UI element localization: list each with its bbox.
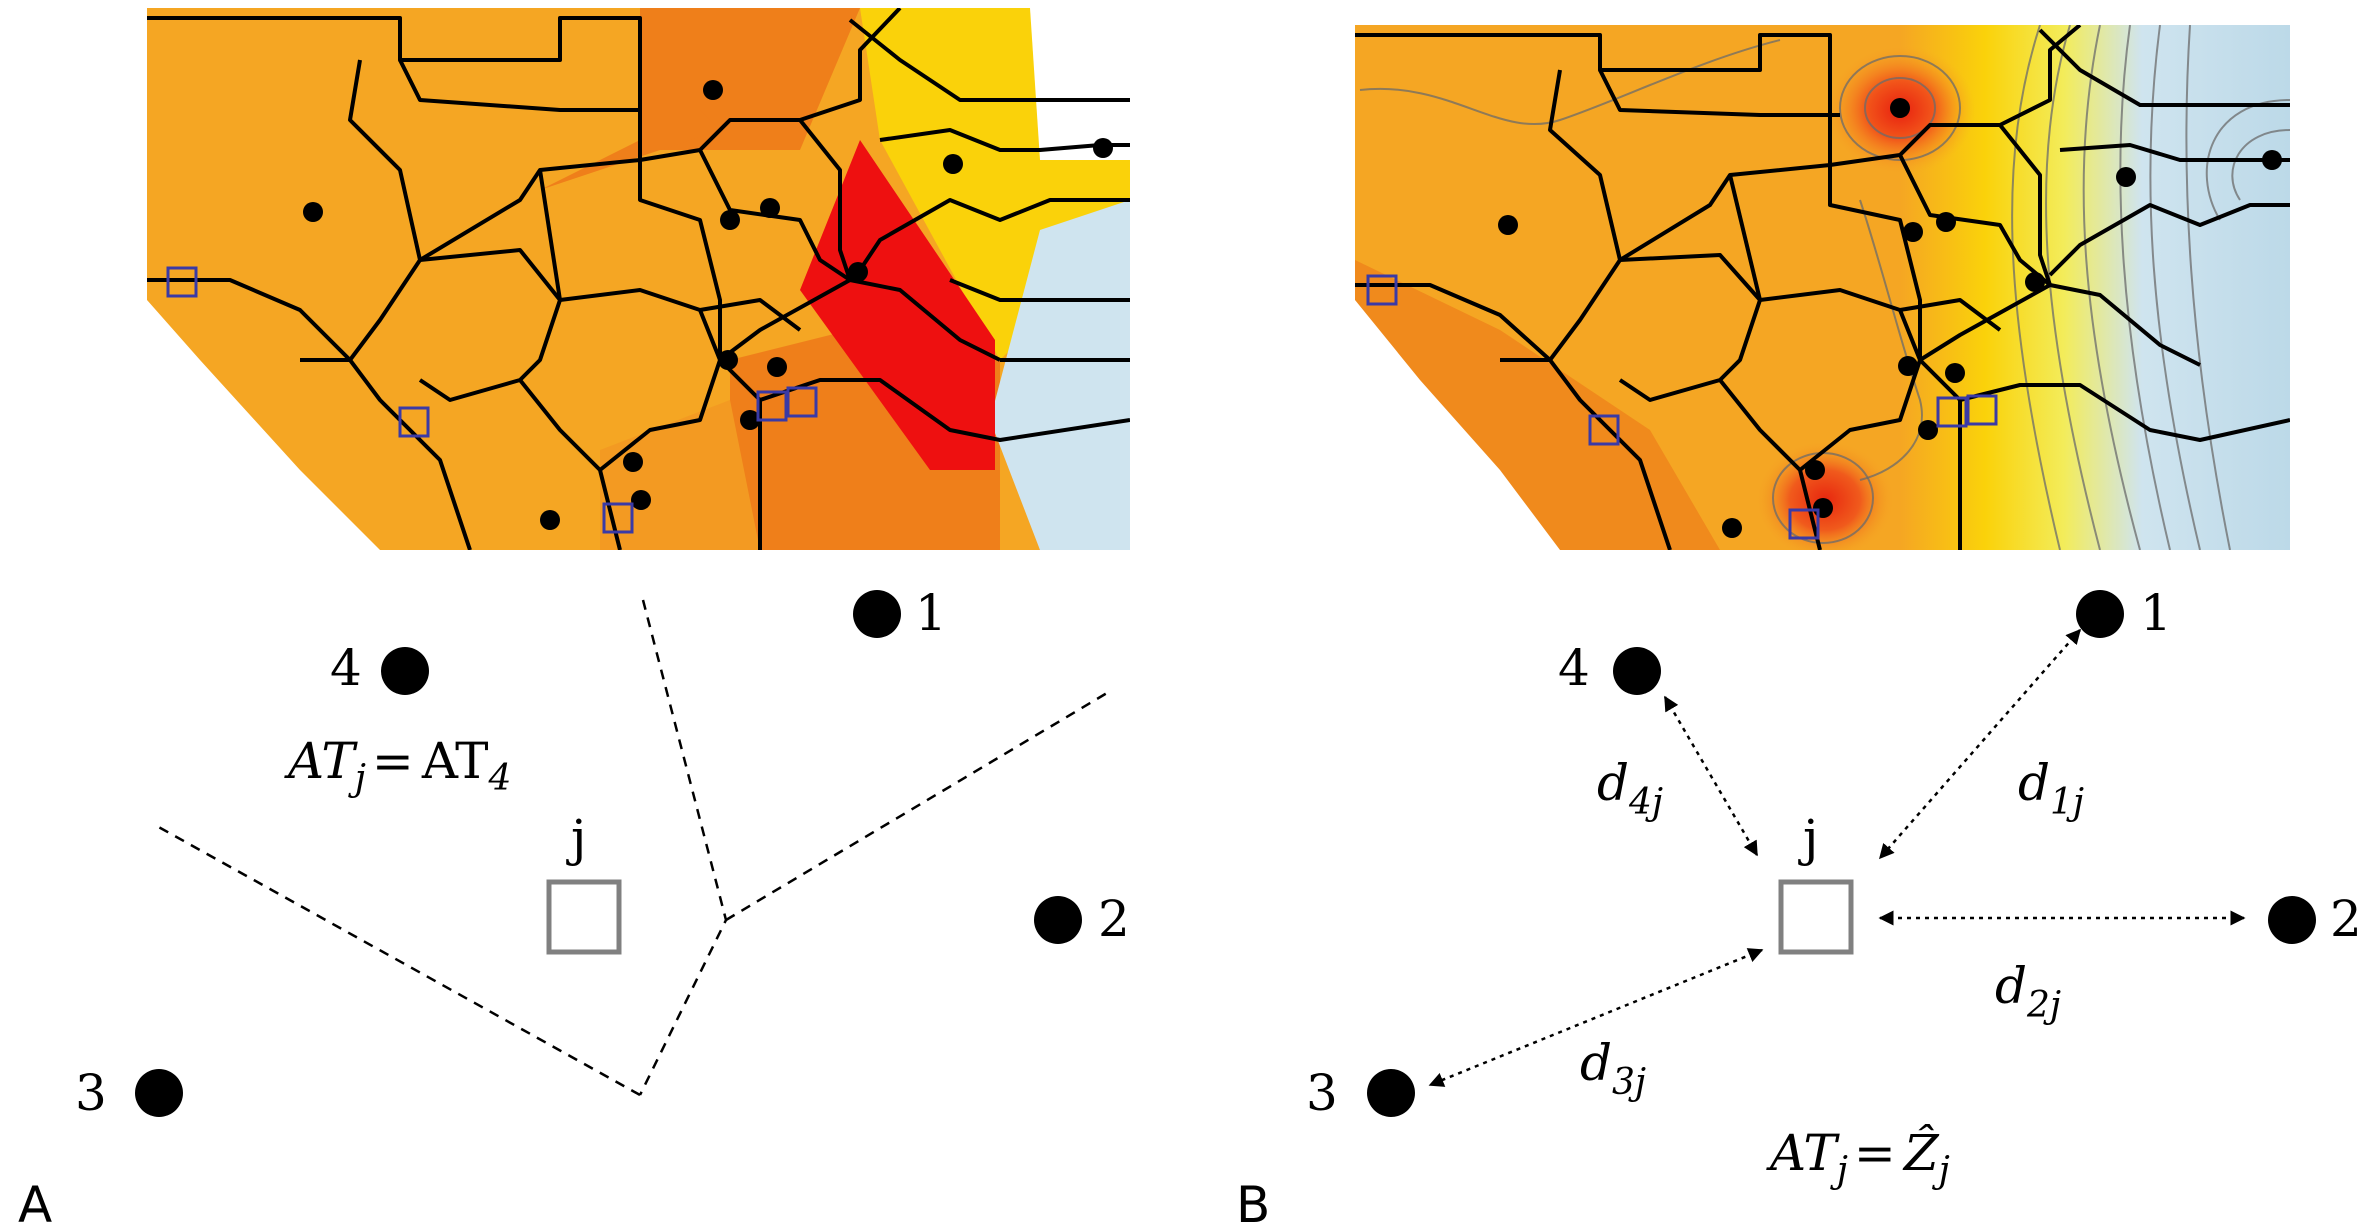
target-site-j bbox=[546, 879, 622, 955]
map-b-kriging bbox=[1355, 25, 2290, 550]
panel-a-schematic: 1 2 3 4 j ATj = AT4 A bbox=[18, 584, 1130, 1230]
station-1-label: 1 bbox=[915, 584, 947, 642]
station-3-label: 3 bbox=[1306, 1064, 1338, 1122]
panel-letter-a: A bbox=[18, 1176, 52, 1230]
target-site-label: j bbox=[1798, 809, 1819, 867]
station-2-marker bbox=[2268, 896, 2316, 944]
voronoi-boundary bbox=[154, 823, 641, 1097]
distance-label-2: d2j bbox=[1995, 957, 2061, 1026]
station-3-marker bbox=[1367, 1069, 1415, 1117]
station-1-marker bbox=[853, 590, 901, 638]
panel-letter-b: B bbox=[1236, 1176, 1270, 1230]
station-4-marker bbox=[381, 647, 429, 695]
distance-label-3: d3j bbox=[1580, 1034, 1646, 1103]
station-3-marker bbox=[135, 1069, 183, 1117]
map-a-voronoi bbox=[147, 8, 1130, 550]
station-4-label: 4 bbox=[1558, 639, 1590, 697]
station-1-label: 1 bbox=[2140, 584, 2172, 642]
station-4-marker bbox=[1613, 647, 1661, 695]
station-2-marker bbox=[1034, 896, 1082, 944]
distance-arrow-3 bbox=[1428, 948, 1764, 1087]
station-4-label: 4 bbox=[330, 639, 362, 697]
panel-b-schematic: 1 2 3 4 j d1j d2j d3j d4j ATj = Ẑj B bbox=[1236, 584, 2362, 1230]
station-1-marker bbox=[2076, 590, 2124, 638]
distance-label-1: d1j bbox=[2018, 754, 2084, 823]
kriging-formula: ATj = Ẑj bbox=[1766, 1123, 1950, 1191]
target-site-label: j bbox=[566, 809, 587, 867]
distance-arrow-1 bbox=[1879, 628, 2081, 860]
target-site-j bbox=[1778, 879, 1854, 955]
distance-label-4: d4j bbox=[1597, 754, 1663, 823]
voronoi-boundary bbox=[725, 688, 1113, 922]
station-3-label: 3 bbox=[75, 1064, 107, 1122]
station-2-label: 2 bbox=[1098, 890, 1130, 948]
distance-arrow-4 bbox=[1663, 695, 1759, 857]
voronoi-boundary bbox=[638, 599, 728, 1096]
station-2-label: 2 bbox=[2330, 890, 2362, 948]
nearest-neighbor-formula: ATj = AT4 bbox=[284, 732, 511, 799]
